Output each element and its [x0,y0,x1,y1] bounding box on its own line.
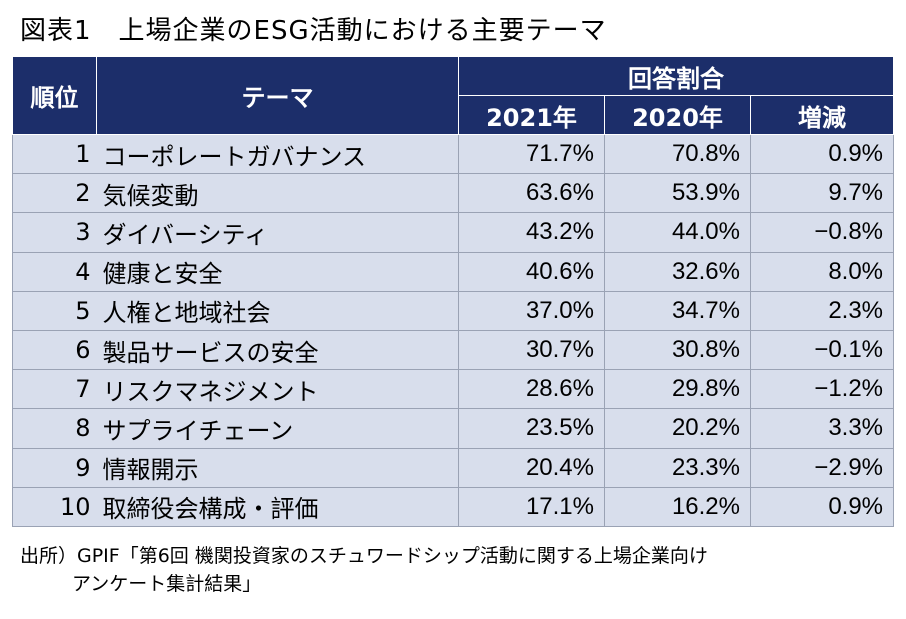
value-2020-cell: 53.9% [604,173,751,214]
rank-cell: 6 [12,329,97,371]
table-row: 6 製品サービスの安全 30.7% 30.8% −0.1% [12,329,895,371]
rank-cell: 3 [12,212,97,253]
value-2020-cell: 34.7% [604,290,751,331]
header-rank: 順位 [12,56,97,135]
rank-cell: 8 [12,408,97,449]
source-line-1: 出所）GPIF「第6回 機関投資家のスチュワードシップ活動に関する上場企業向け [20,545,708,567]
change-cell: 8.0% [749,251,895,292]
header-response-rate: 回答割合 [457,56,895,96]
table-body: 1 コーポレートガバナンス 71.7% 70.8% 0.9% 2 気候変動 63… [12,133,895,527]
value-2021-cell: 63.6% [458,173,605,214]
change-cell: −0.1% [749,329,895,371]
value-2021-cell: 20.4% [458,447,605,488]
header-theme: テーマ [96,56,459,135]
table-row: 3 ダイバーシティ 43.2% 44.0% −0.8% [12,212,895,253]
value-2021-cell: 30.7% [458,329,605,371]
table-row: 10 取締役会構成・評価 17.1% 16.2% 0.9% [12,486,895,527]
table-row: 5 人権と地域社会 37.0% 34.7% 2.3% [12,290,895,331]
table-row: 9 情報開示 20.4% 23.3% −2.9% [12,447,895,488]
change-cell: −0.8% [749,212,895,253]
source-line-2: アンケート集計結果」 [72,573,262,595]
rank-cell: 2 [12,173,97,214]
header-2020: 2020年 [604,95,751,135]
theme-cell: 情報開示 [96,447,459,488]
change-cell: −2.9% [749,447,895,488]
header-change: 増減 [749,95,895,135]
theme-cell: 製品サービスの安全 [96,329,459,371]
table-row: 2 気候変動 63.6% 53.9% 9.7% [12,173,895,214]
theme-cell: コーポレートガバナンス [96,133,459,175]
table-row: 8 サプライチェーン 23.5% 20.2% 3.3% [12,408,895,449]
rank-cell: 7 [12,369,97,410]
rank-cell: 10 [12,486,97,527]
rank-cell: 1 [12,133,97,175]
header-2021: 2021年 [458,95,605,135]
table-row: 4 健康と安全 40.6% 32.6% 8.0% [12,251,895,292]
rank-cell: 9 [12,447,97,488]
value-2021-cell: 17.1% [458,486,605,527]
rank-cell: 5 [12,290,97,331]
theme-cell: 健康と安全 [96,251,459,292]
value-2020-cell: 29.8% [604,369,751,410]
value-2021-cell: 43.2% [458,212,605,253]
value-2020-cell: 70.8% [604,133,751,175]
figure-title: 図表1 上場企業のESG活動における主要テーマ [20,16,607,46]
value-2021-cell: 37.0% [458,290,605,331]
value-2020-cell: 20.2% [604,408,751,449]
rank-cell: 4 [12,251,97,292]
table-row: 1 コーポレートガバナンス 71.7% 70.8% 0.9% [12,133,895,175]
change-cell: 3.3% [749,408,895,449]
source-note: 出所）GPIF「第6回 機関投資家のスチュワードシップ活動に関する上場企業向け … [20,542,708,598]
change-cell: 0.9% [749,486,895,527]
value-2020-cell: 32.6% [604,251,751,292]
theme-cell: ダイバーシティ [96,212,459,253]
theme-cell: 人権と地域社会 [96,290,459,331]
theme-cell: 取締役会構成・評価 [96,486,459,527]
value-2021-cell: 28.6% [458,369,605,410]
value-2020-cell: 23.3% [604,447,751,488]
theme-cell: 気候変動 [96,173,459,214]
value-2020-cell: 16.2% [604,486,751,527]
value-2020-cell: 30.8% [604,329,751,371]
theme-cell: リスクマネジメント [96,369,459,410]
theme-cell: サプライチェーン [96,408,459,449]
value-2020-cell: 44.0% [604,212,751,253]
change-cell: −1.2% [749,369,895,410]
change-cell: 2.3% [749,290,895,331]
table-row: 7 リスクマネジメント 28.6% 29.8% −1.2% [12,369,895,410]
value-2021-cell: 23.5% [458,408,605,449]
change-cell: 0.9% [749,133,895,175]
change-cell: 9.7% [749,173,895,214]
value-2021-cell: 40.6% [458,251,605,292]
esg-theme-table: 順位 テーマ 回答割合 2021年 2020年 増減 1 コーポレートガバナンス… [12,56,895,527]
value-2021-cell: 71.7% [458,133,605,175]
